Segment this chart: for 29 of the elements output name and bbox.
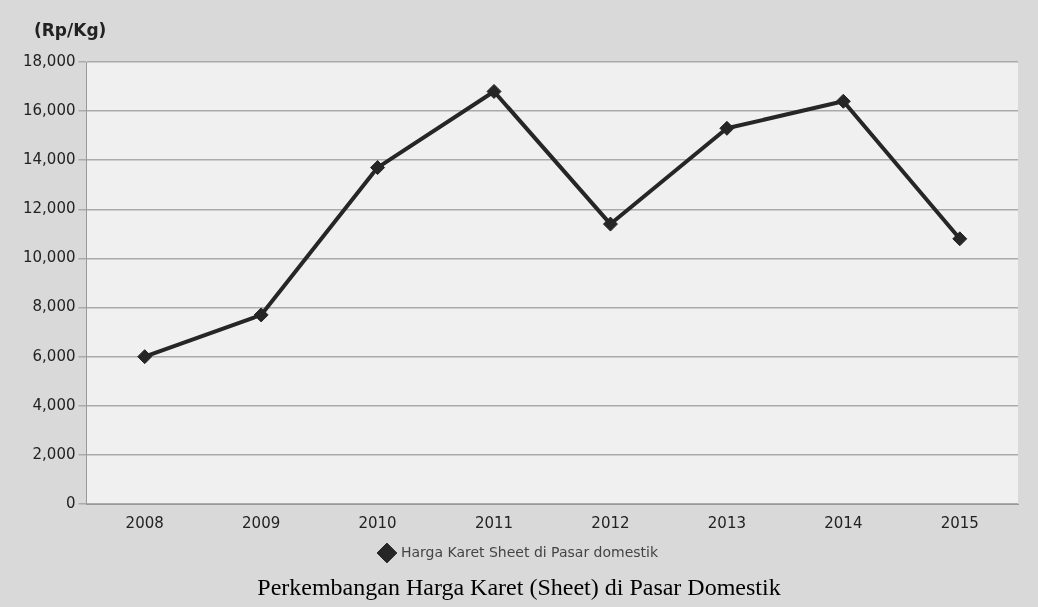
y-tick-label: 8,000 [32,297,76,316]
x-tick-label: 2010 [358,513,397,532]
y-tick-label: 16,000 [22,101,76,119]
x-tick-label: 2008 [125,513,164,532]
point [952,231,968,247]
y-tick-label: 12,000 [22,199,76,218]
point [137,349,153,365]
legend-label: Harga Karet Sheet di Pasar domestik [400,543,659,560]
y-tick-label: 6,000 [32,346,76,365]
y-axis-title: (Rp/Kg) [34,20,107,40]
x-tick-label: 2009 [242,513,281,532]
y-tick-label: 4,000 [32,395,76,414]
point [835,93,851,109]
point [719,120,735,136]
point [253,307,269,323]
y-tick-label: 14,000 [22,150,76,169]
x-tick-label: 2011 [474,513,514,532]
point [486,83,502,99]
y-tick-label: 0 [65,493,76,512]
point [602,216,618,232]
x-tick-label: 2012 [591,513,630,532]
y-tick-label: 18,000 [22,51,76,70]
x-tick-label: 2015 [940,513,979,532]
text: Perkembangan Harga Karet (Sheet) di Pasar Domestik [256,574,782,601]
y-tick-label: 2,000 [32,444,76,463]
point [370,160,386,176]
x-tick-label: 2014 [824,513,863,532]
y-tick-label: 10,000 [22,248,76,267]
x-tick-label: 2013 [707,513,746,532]
